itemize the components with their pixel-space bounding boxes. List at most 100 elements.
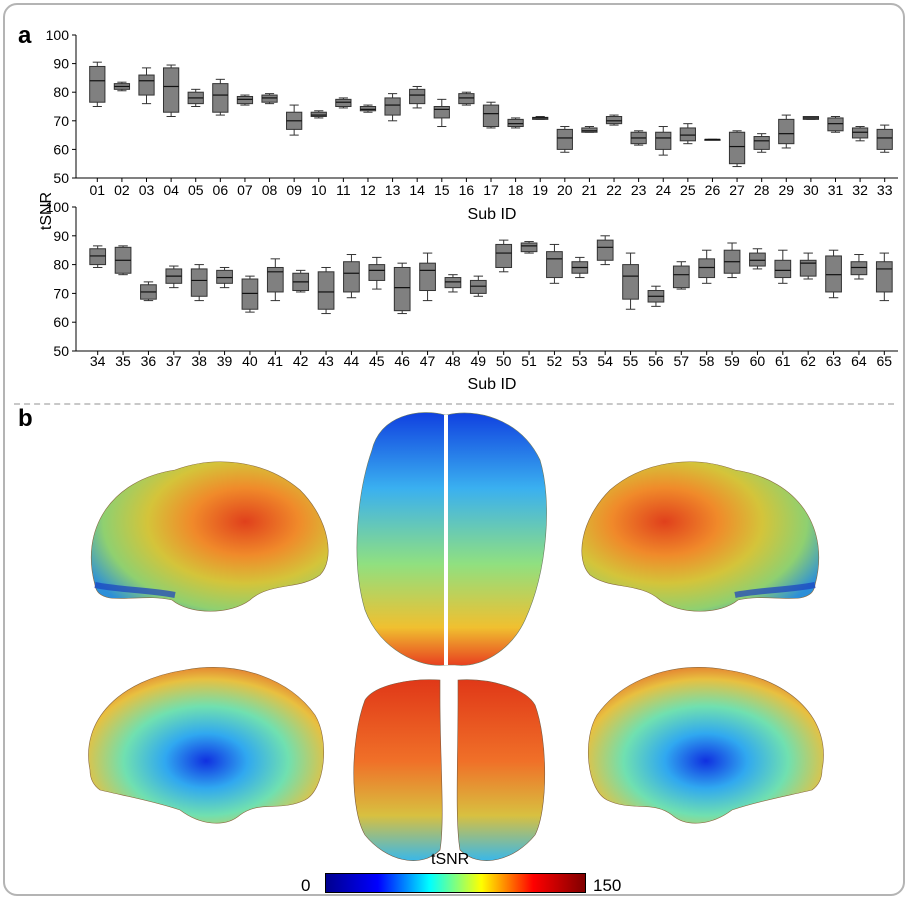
x-tick-label: 18: [508, 182, 524, 198]
x-tick-label: 56: [648, 353, 664, 369]
y-tick-label: 90: [53, 228, 69, 244]
x-tick-label: 21: [582, 182, 598, 198]
y-tick-label: 50: [53, 170, 69, 186]
x-tick-label: 32: [852, 182, 868, 198]
box-18: [507, 118, 524, 128]
x-tick-label: 23: [631, 182, 647, 198]
x-tick-label: 57: [674, 353, 690, 369]
x-tick-label: 28: [754, 182, 770, 198]
x-tick-label: 12: [360, 182, 376, 198]
box-01: [89, 65, 106, 103]
x-tick-label: 42: [293, 353, 309, 369]
y-tick-label: 80: [53, 84, 69, 100]
x-tick-label: 61: [775, 353, 791, 369]
box-52: [546, 251, 563, 279]
x-tick-label: 02: [114, 182, 130, 198]
box-32: [851, 127, 869, 139]
x-tick-label: 19: [532, 182, 548, 198]
x-tick-label: 10: [311, 182, 327, 198]
x-tick-label: 55: [623, 353, 639, 369]
x-tick-label: 44: [344, 353, 360, 369]
x-tick-label: 22: [606, 182, 622, 198]
x-tick-label: 16: [459, 182, 475, 198]
brain-medial-left: [88, 667, 324, 824]
x-tick-label: 06: [213, 182, 229, 198]
x-tick-label: 63: [826, 353, 842, 369]
x-tick-label: 48: [445, 353, 461, 369]
x-tick-label: 15: [434, 182, 450, 198]
x-tick-label: 34: [90, 353, 106, 369]
box-57: [672, 265, 690, 289]
x-tick-label: 43: [318, 353, 334, 369]
x-tick-label: 40: [242, 353, 258, 369]
x-tick-label: 25: [680, 182, 696, 198]
box-29: [778, 118, 795, 145]
box-04: [162, 67, 180, 113]
colorbar: [325, 873, 586, 893]
box-24: [655, 131, 672, 150]
box-39: [216, 269, 233, 284]
y-tick-label: 90: [53, 56, 69, 72]
x-tick-label: 65: [877, 353, 893, 369]
boxplot-charts: 50 60 70 80 90 100 01 02 03 04 05 06 07 08 09 10 11 12 13 1…: [46, 27, 898, 393]
x-tick-label: 62: [800, 353, 816, 369]
x-tick-label: 59: [724, 353, 740, 369]
box-17: [482, 104, 500, 128]
box-14: [409, 88, 426, 105]
x-tick-label: 50: [496, 353, 512, 369]
box-28: [753, 136, 770, 150]
box-20: [556, 128, 573, 150]
x-tick-label: 26: [705, 182, 721, 198]
box-51: [520, 242, 538, 253]
box-07: [236, 95, 254, 105]
y-tick-label: 100: [46, 27, 70, 43]
box-25: [679, 127, 696, 142]
x-tick-label: 53: [572, 353, 588, 369]
x-tick-label: 04: [163, 182, 179, 198]
box-60: [749, 252, 766, 267]
box-11: [335, 98, 352, 107]
x-tick-label: 64: [851, 353, 867, 369]
x-tick-label: 54: [597, 353, 613, 369]
colorbar-max-label: 150: [593, 876, 622, 895]
box-50: [495, 243, 513, 268]
x-tick-label: 14: [409, 182, 425, 198]
x-tick-label: 41: [268, 353, 284, 369]
brain-posterior-view: [353, 679, 443, 861]
y-tick-label: 80: [53, 257, 69, 273]
panel-label-a: a: [18, 22, 32, 49]
box-64: [850, 261, 868, 276]
x-tick-label: 27: [729, 182, 745, 198]
x-tick-label: 11: [336, 182, 351, 198]
x-tick-label: 17: [483, 182, 499, 198]
box-12: [359, 106, 377, 112]
x-tick-label: 51: [521, 353, 537, 369]
box-15: [433, 106, 450, 119]
box-58: [698, 258, 716, 279]
box-16: [458, 93, 475, 105]
x-axis-label: Sub ID: [468, 376, 517, 393]
box-41: [266, 266, 284, 293]
x-tick-label: 05: [188, 182, 204, 198]
x-tick-label: 58: [699, 353, 715, 369]
brain-lateral-left-base: [94, 582, 176, 598]
x-axis-label: Sub ID: [468, 206, 517, 223]
x-tick-label: 31: [828, 182, 844, 198]
panel-divider: [14, 403, 894, 405]
x-tick-label: 09: [286, 182, 302, 198]
y-tick-label: 60: [53, 314, 69, 330]
x-tick-label: 29: [778, 182, 794, 198]
box-21: [581, 127, 598, 133]
brain-lateral-left: [90, 461, 329, 612]
x-tick-label: 45: [369, 353, 385, 369]
x-tick-label: 24: [655, 182, 671, 198]
brain-medial-right: [588, 667, 824, 824]
colorbar-title: tSNR: [431, 851, 470, 868]
brain-lateral-right: [581, 461, 820, 612]
box-33: [876, 128, 893, 150]
box-49: [469, 279, 487, 294]
y-tick-label: 60: [53, 141, 69, 157]
x-tick-label: 13: [385, 182, 401, 198]
x-tick-label: 38: [191, 353, 207, 369]
box-62: [799, 259, 817, 277]
